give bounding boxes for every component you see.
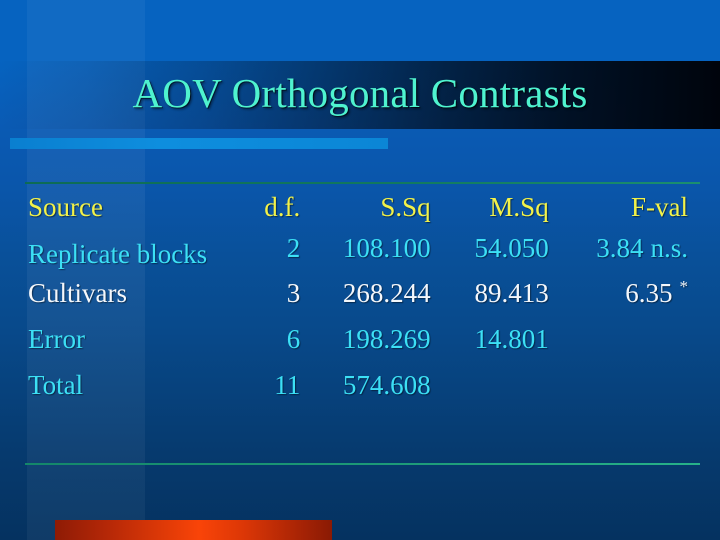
cell-fval: 3.84 n.s. [549,233,688,278]
significance-marker: * [679,277,689,296]
slide-title: AOV Orthogonal Contrasts [132,70,588,116]
significance-marker: n.s. [650,233,688,263]
column-header-msq: M.Sq [489,192,549,222]
table-bottom-rule [25,463,700,465]
table-header-row: Source d.f. S.Sq M.Sq F-val [28,192,688,233]
cell-df: 3 [286,278,301,308]
cell-df: 6 [286,324,301,354]
cell-source: Cultivars [28,278,127,308]
cell-ssq: 268.244 [342,278,431,308]
title-accent-bar [10,138,388,149]
cell-ssq: 198.269 [342,324,431,354]
cell-msq [431,370,549,416]
cell-msq: 89.413 [474,278,549,308]
column-header-fval: F-val [631,192,688,222]
fval-value: 6.35 [625,278,673,308]
cell-source: Error [28,324,85,354]
cell-fval: 6.35 * [549,278,688,324]
cell-df: 2 [286,233,301,263]
table-row: Cultivars 3 268.244 89.413 6.35 * [28,278,688,324]
cell-ssq: 108.100 [342,233,431,263]
table-row: Replicate blocks 2 108.100 54.050 3.84 n.… [28,233,688,278]
fval-value: 3.84 [596,233,644,263]
cell-fval [549,324,688,370]
column-header-df: d.f. [264,192,301,222]
cell-df: 11 [274,370,301,400]
aov-table: Source d.f. S.Sq M.Sq F-val Replicate bl… [28,192,688,416]
table-top-rule [25,182,700,184]
column-header-ssq: S.Sq [380,192,431,222]
table-row: Error 6 198.269 14.801 [28,324,688,370]
cell-msq: 14.801 [474,324,549,354]
cell-ssq: 574.608 [342,370,431,400]
cell-source: Total [28,370,84,400]
cell-msq: 54.050 [474,233,549,263]
table-row: Total 11 574.608 [28,370,688,416]
column-header-source: Source [28,192,103,222]
footer-accent-bar [55,520,332,540]
cell-fval [549,370,688,416]
cell-source: Replicate blocks [28,239,208,269]
